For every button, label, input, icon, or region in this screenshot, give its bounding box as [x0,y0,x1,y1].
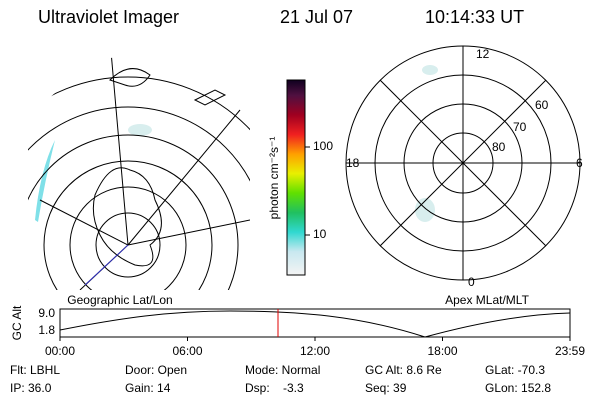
x-tick-label: 18:00 [427,344,457,358]
status-field: IP: 36.0 [10,381,52,395]
colorbar-tick: 100 [313,139,333,153]
mlt-label: 18 [346,156,360,170]
colorbar-label: photon cm⁻²s⁻¹ [267,137,281,220]
status-field: GLon: 152.8 [485,381,551,395]
lat-label: 70 [513,120,527,134]
lat-label: 60 [535,98,549,112]
colorbar-tick: 10 [313,227,327,241]
altitude-curve [59,310,571,338]
y-tick-label: 9.0 [38,306,55,320]
polar-plot [345,45,581,281]
x-tick-label: 23:59 [555,344,585,358]
status-field: Mode: Normal [245,363,320,377]
x-tick-label: 12:00 [300,344,330,358]
status-field: Flt: LBHL [10,363,60,377]
status-field: Gain: 14 [125,381,171,395]
apex-label: Apex MLat/MLT [445,293,529,307]
geo-map [28,45,250,290]
time: 10:14:33 UT [425,7,524,27]
geo-label: Geographic Lat/Lon [67,293,172,307]
status-field: Door: Open [125,363,187,377]
lat-label: 80 [492,140,506,154]
mlt-label: 0 [468,275,475,289]
mlt-label: 6 [576,156,583,170]
y-label: GC Alt [10,305,24,340]
date: 21 Jul 07 [280,7,353,27]
altitude-frame [59,308,571,338]
title: Ultraviolet Imager [38,7,179,27]
status-field: Seq: 39 [365,381,407,395]
y-tick-label: 1.8 [38,323,55,337]
status-field: GC Alt: 8.6 Re [365,363,442,377]
mlt-label: 12 [476,47,490,61]
x-tick-label: 06:00 [172,344,202,358]
status-field: Dsp: -3.3 [245,381,304,395]
status-field: GLat: -70.3 [485,363,545,377]
colorbar [286,79,306,276]
x-tick-label: 00:00 [45,344,75,358]
